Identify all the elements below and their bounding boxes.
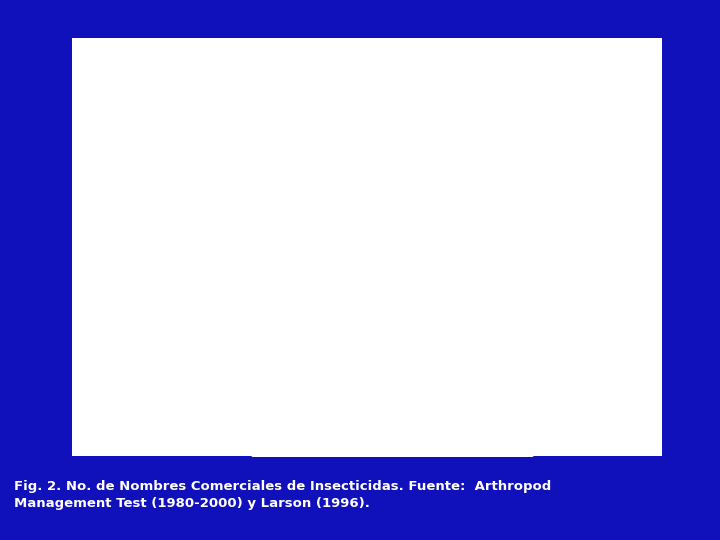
Bar [342, 307, 361, 392]
X-axis label: Año: Año [382, 413, 403, 423]
Bar [278, 300, 297, 392]
Bar [196, 310, 215, 392]
Bar [507, 351, 525, 392]
Bar [160, 121, 178, 392]
Bar [525, 284, 543, 392]
Bar [361, 300, 379, 392]
Bar [178, 320, 196, 392]
Y-axis label: N° de nombres: N° de nombres [97, 189, 107, 273]
Legend: Organofosforados, Carbamatos, Piretroides: Organofosforados, Carbamatos, Piretroide… [251, 441, 534, 457]
Bar [406, 202, 424, 392]
Bar [607, 284, 625, 392]
Bar [443, 256, 461, 392]
Bar [424, 334, 443, 392]
Bar [260, 293, 278, 392]
Bar [570, 206, 589, 392]
Bar [488, 195, 507, 392]
Bar [242, 145, 260, 392]
Text: Fig. 2. No. de Nombres Comerciales de Insecticidas. Fuente:  Arthropod
Managemen: Fig. 2. No. de Nombres Comerciales de In… [14, 481, 552, 510]
Bar [589, 334, 607, 392]
Bar [324, 219, 342, 392]
